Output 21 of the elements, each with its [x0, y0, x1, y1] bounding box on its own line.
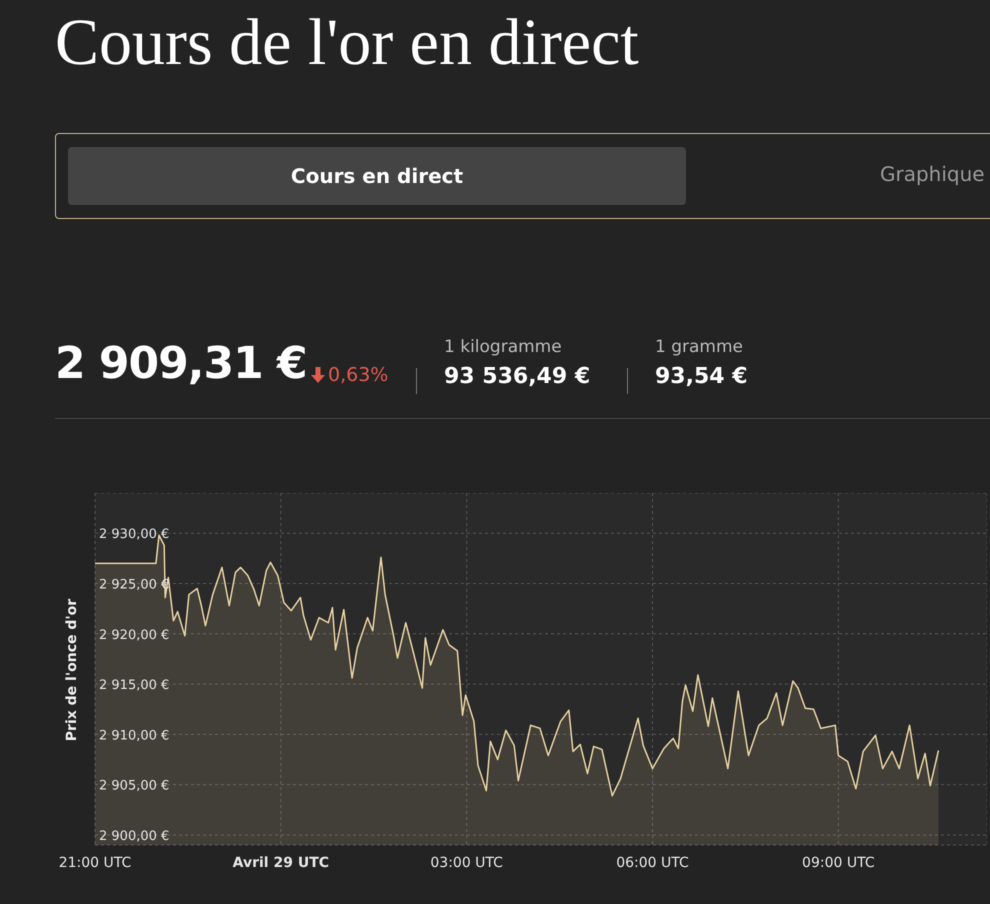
text: 2 909,31 €	[55, 338, 307, 389]
y-tick-label: 2 920,00 €	[99, 628, 170, 643]
x-tick-label: 06:00 UTC	[616, 855, 689, 871]
y-tick-label: 2 915,00 €	[99, 678, 170, 694]
y-tick-label: 2 930,00 €	[99, 527, 170, 542]
text: 1 kilogramme	[444, 337, 562, 357]
chart-title: Cours de l'or en direct	[55, 5, 639, 81]
text: 1 gramme	[655, 337, 743, 357]
text: 93,54 €	[655, 364, 748, 389]
text: 93 536,49 €	[444, 364, 590, 389]
y-axis-title: Prix de l'once d'or	[64, 598, 80, 742]
y-tick-label: 2 905,00 €	[99, 778, 170, 794]
x-tick-label: 09:00 UTC	[802, 855, 875, 871]
text: Graphique	[880, 162, 985, 186]
text: 0,63%	[328, 364, 388, 386]
y-tick-label: 2 910,00 €	[99, 728, 170, 744]
y-tick-label: 2 900,00 €	[99, 828, 170, 844]
x-tick-label: 03:00 UTC	[430, 855, 504, 871]
x-tick-label: 21:00 UTC	[58, 855, 132, 871]
x-tick-label: Avril 29 UTC	[232, 855, 330, 871]
text: Cours en direct	[68, 147, 686, 205]
